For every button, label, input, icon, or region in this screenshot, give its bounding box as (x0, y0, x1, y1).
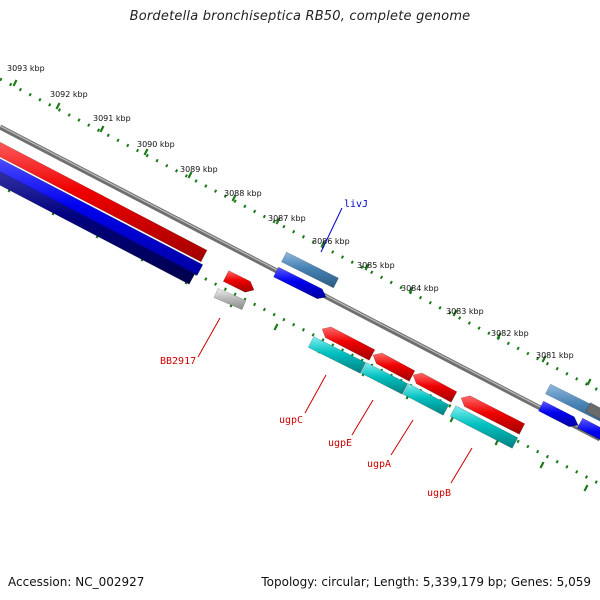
major-tick (99, 125, 105, 133)
livJ-label[interactable]: livJ (344, 199, 368, 210)
cds-BB2917 (213, 288, 247, 310)
major-tick (12, 79, 18, 87)
major-tick (143, 148, 149, 156)
cds-red-ugp4 (460, 395, 526, 435)
livJ-pointer (320, 207, 343, 253)
kbp-tick-label: 3084 kbp (401, 284, 439, 293)
kbp-tick-label: 3082 kbp (491, 329, 529, 338)
cds-ugpE (360, 362, 409, 395)
cds-ugpA (402, 383, 450, 416)
ugpE-pointer (351, 399, 374, 436)
accession-text: Accession: NC_002927 (8, 575, 145, 589)
feature-layer: 3093 kbp 3092 kbp 3091 kbp 3090 kbp 3089 kbp… (0, 64, 600, 492)
kbp-tick-label: 3092 kbp (50, 90, 88, 99)
ugpC-label[interactable]: ugpC (279, 415, 303, 426)
major-tick (408, 286, 414, 294)
kbp-tick-label: 3091 kbp (93, 114, 131, 123)
kbp-tick-label: 3083 kbp (446, 307, 484, 316)
BB2917-label[interactable]: BB2917 (160, 356, 196, 367)
ugpB-label[interactable]: ugpB (427, 488, 451, 499)
gene-labels: livJ BB2917 ugpC ugpE ugpA ugpB (160, 199, 473, 499)
kbp-tick-label: 3089 kbp (180, 165, 218, 174)
major-tick (496, 332, 502, 340)
cds-red-small (222, 270, 255, 293)
cds-red-ugp2 (372, 352, 416, 382)
ugpA-label[interactable]: ugpA (367, 459, 391, 470)
cds-ugpC (307, 336, 367, 374)
major-tick (452, 309, 458, 317)
major-tick (320, 240, 326, 248)
kbp-tick-label: 3087 kbp (268, 214, 306, 223)
cds-livJ (281, 251, 339, 289)
cds-red-long (0, 141, 208, 263)
kbp-tick-label: 3081 kbp (536, 351, 574, 360)
cds-steel-right (545, 383, 600, 422)
major-tick (187, 171, 193, 179)
major-tick (231, 194, 237, 202)
kbp-tick-label: 3093 kbp (7, 64, 45, 73)
major-tick (364, 263, 370, 271)
outer-tick-track (0, 77, 600, 393)
cds-red-ugp1 (321, 326, 376, 361)
major-tick (55, 102, 61, 110)
cds-navy-long (0, 171, 196, 285)
cds-blue-right-2 (576, 417, 600, 441)
major-tick (541, 355, 547, 363)
major-tick (273, 323, 279, 331)
major-tick (539, 461, 545, 469)
kbp-tick-label: 3090 kbp (137, 140, 175, 149)
kbp-tick-label: 3088 kbp (224, 189, 262, 198)
map-title: Bordetella bronchiseptica RB50, complete… (129, 9, 471, 24)
cds-blue-mid (273, 266, 327, 300)
cds-ugpB (449, 405, 519, 449)
cds-blue-right (538, 400, 579, 428)
kbp-tick-label: 3085 kbp (357, 261, 395, 270)
ugpE-label[interactable]: ugpE (328, 438, 352, 449)
kbp-tick-label: 3086 kbp (312, 237, 350, 246)
topology-text: Topology: circular; Length: 5,339,179 bp… (261, 575, 591, 589)
cds-red-ugp3 (412, 372, 458, 403)
BB2917-pointer (197, 317, 221, 358)
ugpC-pointer (304, 374, 327, 414)
ugpB-pointer (450, 447, 473, 484)
ugpA-pointer (390, 419, 414, 456)
cds-grey-right (585, 402, 600, 420)
major-tick (275, 217, 281, 225)
major-tick (586, 378, 592, 386)
major-tick (583, 484, 589, 492)
